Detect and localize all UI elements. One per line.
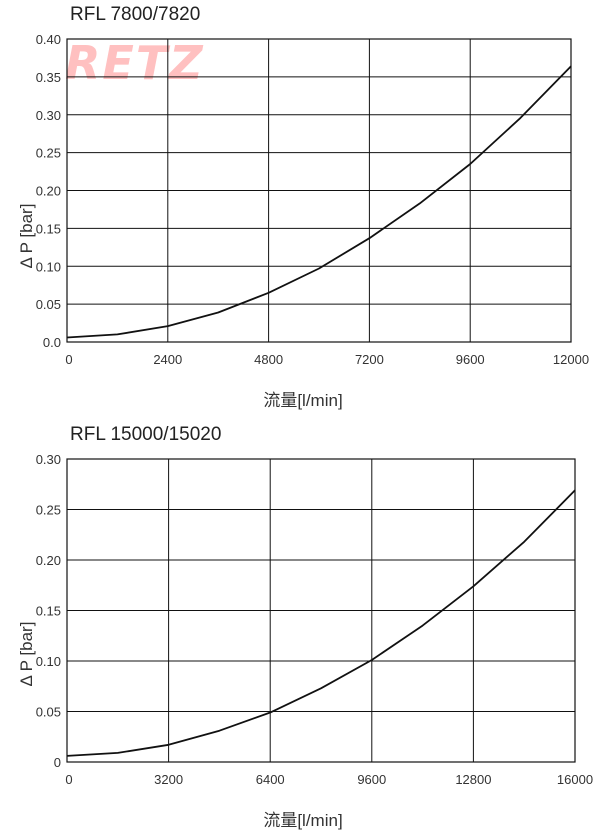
plot-area: 0 0.05 0.10 0.15 0.20 0.25 0.30 0 3200 6400 9600 12… xyxy=(36,452,593,787)
x-tick-label: 16000 xyxy=(557,772,593,787)
x-tick-label: 3200 xyxy=(154,772,183,787)
y-tick-label: 0.05 xyxy=(36,297,61,312)
x-tick-label: 0 xyxy=(65,352,72,367)
pressure-drop-curve xyxy=(66,489,576,757)
y-tick-label: 0 xyxy=(54,755,61,770)
y-tick-label: 0.20 xyxy=(36,184,61,199)
y-tick-label: 0.25 xyxy=(36,503,61,518)
y-tick-label: 0.15 xyxy=(36,221,61,236)
y-tick-label: 0.0 xyxy=(43,335,61,350)
chart-rfl-15000: RFL 15000/15020 Δ P [bar] 流量[l/min] 0 0.0… xyxy=(0,416,602,832)
grid xyxy=(66,38,572,343)
y-tick-label: 0.10 xyxy=(36,654,61,669)
y-tick-label: 0.40 xyxy=(36,32,61,47)
grid xyxy=(66,458,576,763)
x-tick-label: 0 xyxy=(65,772,72,787)
y-tick-label: 0.30 xyxy=(36,108,61,123)
x-tick-label: 12800 xyxy=(455,772,491,787)
chart-title: RFL 15000/15020 xyxy=(70,424,222,445)
retz-watermark-logo: RETZ xyxy=(65,36,205,90)
y-tick-label: 0.25 xyxy=(36,146,61,161)
pressure-drop-curve xyxy=(66,65,572,339)
x-tick-label: 4800 xyxy=(254,352,283,367)
chart-title: RFL 7800/7820 xyxy=(70,4,201,25)
y-tick-label: 0.15 xyxy=(36,604,61,619)
x-tick-label: 2400 xyxy=(153,352,182,367)
y-tick-label: 0.20 xyxy=(36,553,61,568)
x-tick-label: 12000 xyxy=(553,352,589,367)
x-tick-label: 7200 xyxy=(355,352,384,367)
x-tick-label: 6400 xyxy=(256,772,285,787)
plot-area: RETZ 0.0 0.05 0.10 0.15 0.20 0.25 0.30 0.35 0.40 0… xyxy=(36,32,589,367)
y-tick-label: 0.35 xyxy=(36,70,61,85)
y-tick-label: 0.10 xyxy=(36,259,61,274)
y-tick-label: 0.05 xyxy=(36,705,61,720)
x-tick-label: 9600 xyxy=(456,352,485,367)
chart-rfl-7800: RFL 7800/7820 Δ P [bar] 流量[l/min] RETZ 0.… xyxy=(17,4,589,410)
x-axis-label: 流量[l/min] xyxy=(263,811,343,830)
x-tick-label: 9600 xyxy=(357,772,386,787)
y-tick-label: 0.30 xyxy=(36,452,61,467)
x-axis-label: 流量[l/min] xyxy=(263,391,343,410)
